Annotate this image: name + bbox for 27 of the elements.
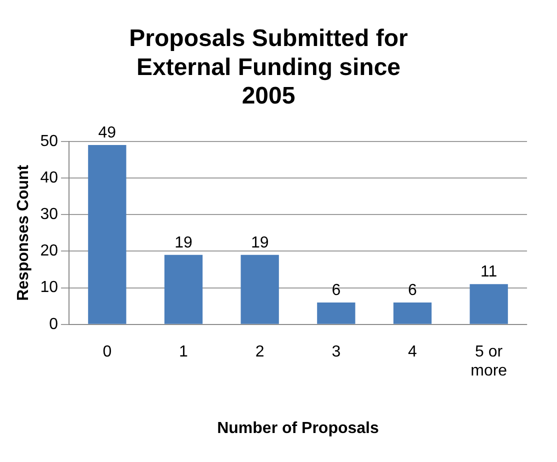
x-tick-label: 4 [408, 343, 418, 360]
y-tick-label: 0 [49, 316, 58, 333]
y-tick-label: 20 [40, 242, 58, 260]
y-tick-label: 50 [40, 132, 58, 150]
y-axis-title: Responses Count [15, 164, 32, 301]
bar [317, 302, 356, 324]
x-tick-label: 1 [179, 343, 188, 360]
y-tick-label: 10 [40, 279, 58, 296]
x-axis-title: Number of Proposals [217, 420, 379, 437]
data-label: 49 [98, 124, 116, 142]
y-tick-label: 40 [40, 169, 58, 186]
x-tick-label: 2 [255, 343, 264, 360]
data-label: 11 [480, 264, 498, 281]
data-label: 19 [250, 234, 269, 252]
bar [164, 254, 203, 324]
bar [393, 302, 432, 324]
x-tick-label: 5 or more [470, 343, 508, 380]
bar [88, 145, 126, 324]
chart-title: Proposals Submitted for External Funding since 2005 [129, 25, 408, 110]
data-label: 6 [332, 282, 341, 299]
bar [240, 254, 279, 324]
x-tick-label: 3 [332, 343, 341, 360]
data-label: 6 [408, 282, 418, 299]
y-tick-label: 30 [40, 206, 58, 224]
x-tick-label: 0 [102, 343, 112, 360]
data-label: 19 [174, 234, 192, 252]
bar [470, 284, 508, 324]
